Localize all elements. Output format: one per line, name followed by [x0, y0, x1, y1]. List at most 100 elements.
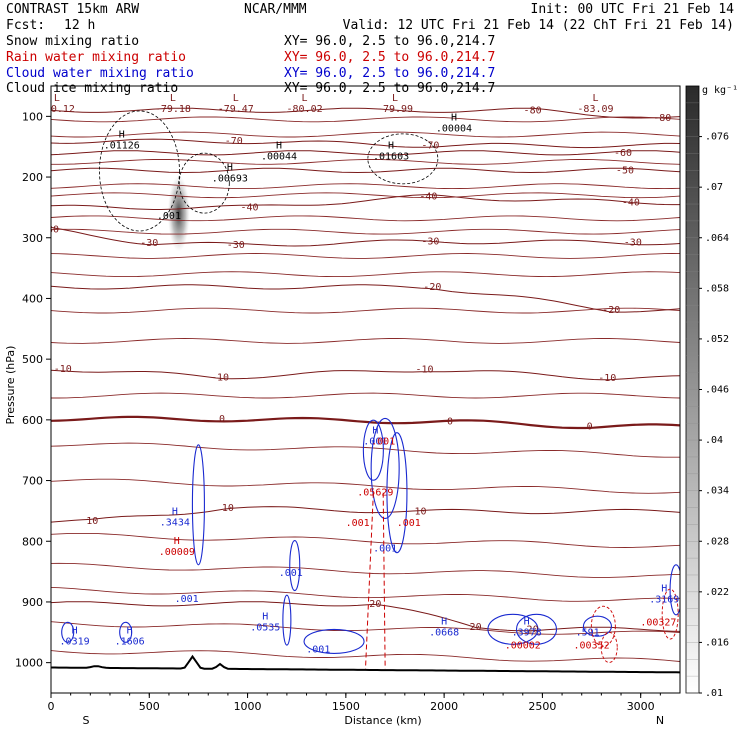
extremum-value: .00009: [159, 547, 195, 558]
isotherm-label: -50: [616, 165, 634, 176]
colorbar-label: .064: [705, 233, 729, 244]
plot-frame: [50, 85, 681, 694]
isotherm-label: -80: [653, 113, 671, 124]
rain-contour: [600, 632, 618, 663]
extremum-marker: L: [170, 93, 176, 104]
extremum-value: -79.18: [155, 104, 191, 115]
extremum-value: .1606: [115, 636, 145, 647]
isotherm-label: -10: [54, 364, 72, 375]
isotherm-label: -30: [421, 236, 439, 247]
colorbar-label: .04: [705, 435, 723, 446]
isotherm-line-extra: [51, 228, 680, 235]
y-tick-label: 600: [22, 414, 43, 427]
ice-contour: [367, 133, 439, 185]
x-tick-label: 3000: [627, 700, 655, 713]
extremum-marker: H: [262, 611, 268, 622]
isotherm-label: 10: [86, 516, 98, 527]
extremum-marker: H: [227, 162, 233, 173]
extremum-value: .00327: [640, 618, 676, 629]
field-legend: Snow mixing ratio XY= 96.0, 2.5 to 96.0,…: [6, 34, 495, 96]
colorbar-label: .034: [705, 486, 729, 497]
extremum-value: .0535: [250, 622, 280, 633]
isotherm-line-extra: [51, 392, 680, 399]
x-tick-label: 2000: [430, 700, 458, 713]
extremum-marker: L: [302, 93, 308, 104]
colorbar-label: .07: [705, 182, 723, 193]
y-tick-label: 1000: [15, 657, 43, 670]
y-tick-label: 700: [22, 475, 43, 488]
colorbar-label: .016: [705, 637, 729, 648]
extremum-marker: H: [388, 140, 394, 151]
extremum-marker: H: [72, 625, 78, 636]
isotherm-line-extra: [51, 271, 680, 278]
extremum-marker: H: [127, 625, 133, 636]
extremum-value: .591: [576, 627, 600, 638]
extremum-value: .0668: [429, 627, 459, 638]
extremum-value: .001: [371, 437, 395, 448]
y-axis-title: Pressure (hPa): [4, 346, 17, 425]
isotherm-line-extra: [51, 183, 680, 190]
extremum-marker: H: [661, 584, 667, 595]
cloud-water-contour: [191, 444, 205, 566]
isotherm-label: -10: [415, 364, 433, 375]
fcst-value: 12 h: [64, 18, 95, 33]
x-axis-title: Distance (km): [344, 714, 421, 727]
extremum-value: .001: [157, 211, 181, 222]
extremum-value: .01126: [104, 140, 140, 151]
y-tick-label: 900: [22, 596, 43, 609]
isotherm-label: -30: [227, 240, 245, 251]
isotherm-line: [51, 369, 680, 381]
extremum-value: -79.99: [377, 104, 413, 115]
isotherm-label: -20: [602, 305, 620, 316]
isotherm-label: -30: [624, 238, 642, 249]
field-name-rain: Rain water mixing ratio: [6, 50, 186, 65]
isotherm-label: -30: [140, 238, 158, 249]
ice-contour: [178, 152, 230, 214]
isotherm-label: 0: [447, 417, 453, 428]
isotherm-label: -40: [622, 198, 640, 209]
extremum-marker: H: [372, 426, 378, 437]
extremum-marker: H: [441, 616, 447, 627]
rain-contour: [590, 605, 616, 647]
init-time: Init: 00 UTC Fri 21 Feb 14: [531, 2, 735, 17]
isotherm-label: 10: [415, 507, 427, 518]
isotherm-label: -10: [598, 373, 616, 384]
y-tick-label: 500: [22, 353, 43, 366]
y-tick-label: 100: [22, 110, 43, 123]
isotherm-label: 20: [470, 622, 482, 633]
isotherm-line: [51, 601, 680, 632]
cloud-water-contour: [370, 417, 400, 519]
isotherm-line-extra: [51, 562, 680, 578]
rain-contour: [365, 492, 386, 669]
isotherm-label: -30: [41, 224, 59, 235]
y-tick-label: 200: [22, 171, 43, 184]
cloud-water-contour: [303, 628, 365, 654]
isotherm-label: 20: [527, 624, 539, 635]
extremum-value: .001: [175, 594, 199, 605]
isotherm-line: [51, 138, 680, 149]
extremum-value: .00693: [212, 173, 248, 184]
extremum-value: .00004: [436, 123, 472, 134]
extremum-marker: L: [54, 93, 60, 104]
isotherm-label: -70: [225, 136, 243, 147]
valid-time: Valid: 12 UTC Fri 21 Feb 14 (22 ChT Fri …: [343, 18, 734, 33]
colorbar-label: .076: [705, 132, 729, 143]
extremum-value: .001: [279, 568, 303, 579]
x-end-label-south: S: [83, 714, 90, 727]
isotherm-label: -10: [211, 372, 229, 383]
isotherm-line-extra: [51, 131, 680, 138]
axes: 0 500 1000 1500 2000 2500 30001002003004005006…: [15, 85, 681, 713]
cloud-water-contour: [386, 432, 408, 554]
isotherm-line-extra: [51, 621, 680, 635]
field-xy-rain: XY= 96.0, 2.5 to 96.0,214.7: [284, 50, 495, 65]
isotherm-label: -60: [614, 148, 632, 159]
isotherm-label: 0: [219, 414, 225, 425]
isotherm-line-extra: [51, 253, 680, 259]
extremum-value: .01603: [373, 151, 409, 162]
extremum-value: .3978: [512, 627, 542, 638]
colorbar-label: .052: [705, 334, 729, 345]
colorbar-label: .058: [705, 283, 729, 294]
cloud-water-contour: [487, 613, 539, 645]
isotherm-label: -20: [423, 282, 441, 293]
